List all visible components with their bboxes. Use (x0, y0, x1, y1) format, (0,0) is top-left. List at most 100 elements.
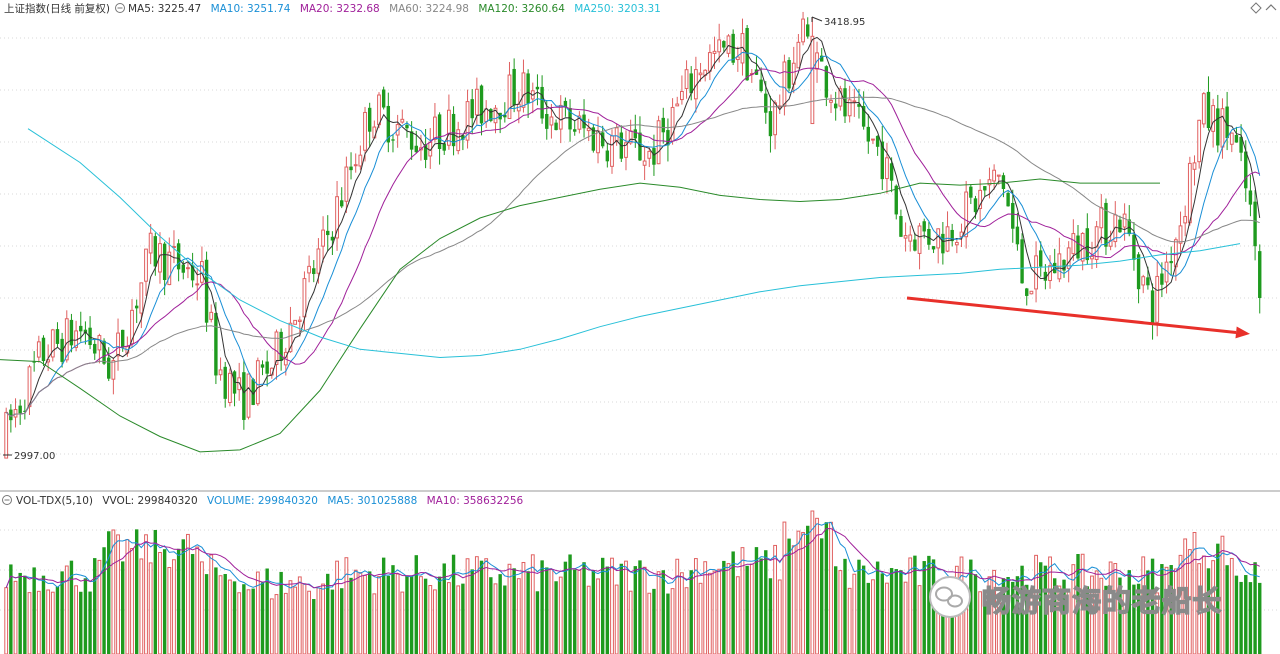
candle-body-up (358, 154, 363, 167)
candle-body-up (1099, 207, 1104, 229)
candle-body-up (954, 241, 959, 246)
volume-bar-down (55, 586, 60, 654)
candle-body-up (167, 251, 172, 286)
volume-bar-down (423, 578, 428, 654)
svg-text:VOL-TDX(5,10) VVOL: 299840: VOL-TDX(5,10) VVOL: 299840320 VOLUME: 29… (16, 495, 524, 507)
candle-body-up (1183, 216, 1188, 224)
candle-body-up (1108, 239, 1113, 247)
candle-body-up (50, 329, 55, 358)
price-candles (4, 11, 1262, 459)
candle-body-down (442, 143, 446, 151)
candle-body-up (936, 228, 941, 249)
ma120-readout: MA120: 3260.64 (478, 3, 565, 15)
candle-body-down (1011, 202, 1015, 229)
candle-body-down (451, 113, 456, 147)
candle-body-up (810, 35, 815, 125)
volume-bar-up (307, 590, 312, 654)
candle-body-up (1197, 119, 1202, 163)
volume-bar-up (1071, 564, 1076, 654)
candle-body-down (326, 230, 330, 236)
candle-body-up (218, 369, 223, 376)
vol-ma5-line (5, 521, 1260, 590)
volume-bar-up (684, 587, 689, 654)
volume-bar-down (661, 570, 665, 654)
volume-bar-down (582, 562, 586, 654)
volume-bar-down (214, 567, 218, 654)
candle-body-down (652, 148, 656, 165)
low-label: 2997.00 (14, 451, 55, 462)
volume-bar-up (97, 559, 102, 654)
candle-body-down (251, 379, 255, 405)
candle-body-down (1225, 106, 1229, 139)
candle-body-up (908, 234, 913, 242)
candle-body-down (9, 409, 13, 421)
volume-bar-up (50, 591, 55, 654)
candle-body-down (764, 93, 768, 113)
candle-body-down (889, 163, 894, 181)
volume-bar-up (465, 558, 470, 654)
volume-bar-up (847, 587, 852, 654)
candle-body-up (4, 411, 9, 459)
volume-bar-up (302, 583, 307, 654)
ma60-line (5, 96, 1260, 417)
candle-body-down (190, 264, 195, 281)
volume-bar-up (796, 530, 801, 654)
candle-body-down (913, 239, 917, 251)
volume-bar-up (353, 569, 358, 654)
candle-body-up (614, 127, 619, 142)
volume-bar-up (670, 588, 675, 654)
candle-body-up (321, 229, 325, 247)
volume-bar-up (782, 521, 787, 654)
volume-bar-down (638, 560, 642, 654)
collapse-toggle-icon[interactable] (115, 3, 125, 13)
chevron-up-icon[interactable] (1265, 4, 1277, 11)
candle-body-up (726, 35, 731, 54)
ma10-readout: MA10: 3251.74 (211, 3, 291, 15)
candle-body-up (363, 111, 367, 151)
volume-bar-down (922, 561, 926, 654)
volume-bar-down (69, 560, 74, 654)
candle-body-down (1253, 201, 1257, 247)
candle-body-up (838, 88, 843, 107)
candle-body-down (414, 145, 418, 153)
volume-bar-down (9, 564, 13, 654)
candle-body-down (503, 114, 507, 118)
candle-body-down (340, 200, 344, 207)
volume-bar-up (46, 589, 51, 654)
volume-bar-down (265, 568, 269, 654)
candle-body-down (568, 108, 572, 130)
volume-bar-down (1085, 586, 1090, 654)
candle-body-up (1178, 225, 1183, 244)
candle-body-down (1039, 250, 1043, 267)
volume-bar-up (363, 574, 367, 654)
candle-body-up (130, 309, 134, 345)
volume-bar-down (18, 572, 22, 654)
candle-body-down (661, 117, 665, 133)
candle-body-up (1141, 276, 1146, 286)
candle-body-up (186, 267, 190, 270)
volume-bar-down (535, 591, 540, 654)
candle-body-up (917, 225, 922, 254)
volume-bar-up (209, 554, 214, 654)
candle-body-down (633, 129, 637, 139)
ma10-line (5, 51, 1261, 417)
low-marker: 2997.00 (3, 451, 55, 462)
volume-bar-up (1029, 593, 1034, 654)
diamond-icon[interactable] (1250, 2, 1262, 14)
volume-bar-down (414, 555, 418, 654)
vvol-readout: VVOL: 299840320 (102, 495, 197, 507)
candle-body-up (1192, 162, 1197, 170)
candle-body-down (162, 243, 167, 281)
volume-bar-up (158, 552, 162, 654)
volume-bar-up (288, 580, 293, 654)
volume-bar-down (479, 560, 484, 654)
candle-body-down (973, 198, 978, 213)
volume-bar-down (568, 554, 572, 654)
volume-bar-up (493, 583, 498, 654)
candle-body-down (768, 111, 773, 137)
candle-body-down (1006, 192, 1010, 207)
volume-bar-down (181, 539, 185, 654)
volume-bar-up (358, 572, 363, 654)
volume-collapse-icon[interactable] (2, 495, 12, 505)
volume-bar-up (218, 575, 223, 654)
